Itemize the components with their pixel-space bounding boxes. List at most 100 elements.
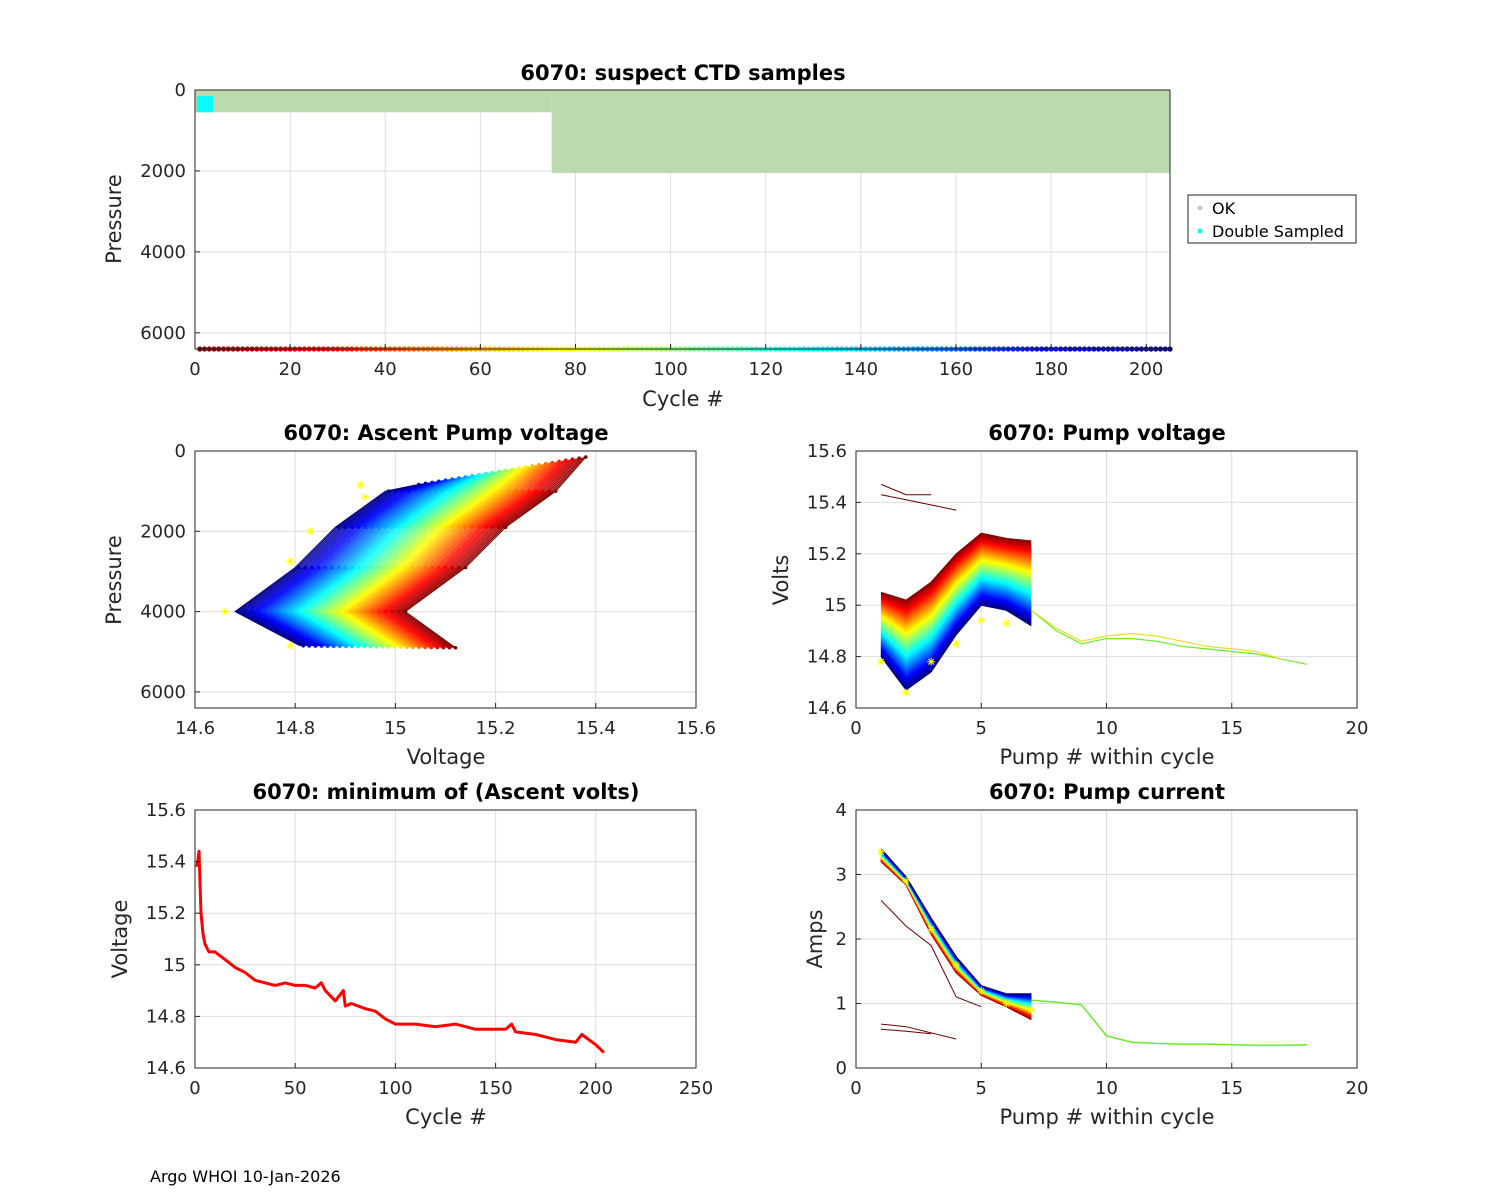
y-axis-label: Pressure — [102, 535, 126, 625]
pump-voltage-series — [880, 590, 1032, 674]
ascent-voltage-point — [356, 644, 360, 649]
y-tick-label: 4000 — [140, 602, 186, 623]
y-tick-label: 15.6 — [807, 441, 847, 462]
x-tick-label: 10 — [1095, 1078, 1118, 1099]
chart-minimum-ascent-volts: 6070: minimum of (Ascent volts) 0 50 100 15… — [108, 780, 713, 1129]
chart-title: 6070: Pump current — [989, 780, 1225, 804]
ascent-voltage-series — [285, 476, 468, 647]
pump-voltage-series — [880, 532, 1032, 601]
ascent-voltage-series — [270, 478, 453, 647]
pump-voltage-series — [880, 601, 1032, 687]
pump-voltage-series — [880, 537, 1032, 607]
pump-voltage-star-marker — [1002, 619, 1011, 628]
x-tick-label: 5 — [976, 718, 987, 739]
ascent-voltage-point — [307, 644, 312, 648]
ascent-voltage-point — [430, 480, 434, 485]
pump-voltage-series — [880, 594, 1032, 679]
plot-frame — [194, 89, 1171, 350]
pump-voltage-series — [880, 556, 1032, 631]
y-tick-label: 14.6 — [146, 1058, 186, 1079]
ascent-voltage-point — [374, 644, 379, 649]
pump-voltage-series — [880, 572, 1032, 651]
x-tick-label: 0 — [189, 1078, 200, 1099]
ascent-voltage-series — [312, 471, 495, 648]
y-tick-label: 0 — [175, 441, 186, 462]
x-tick-label: 140 — [844, 359, 878, 380]
ascent-voltage-point — [477, 472, 481, 477]
pump-voltage-series — [880, 546, 1032, 619]
ascent-voltage-series — [277, 477, 460, 647]
ascent-voltage-series — [349, 465, 532, 648]
pump-voltage-series — [880, 565, 1032, 643]
ascent-voltage-series — [321, 470, 503, 648]
x-tick-label: 200 — [579, 1078, 613, 1099]
ascent-voltage-series — [357, 464, 540, 648]
ascent-voltage-series — [402, 456, 585, 649]
pump-voltage-series — [880, 559, 1032, 635]
ascent-voltage-series — [342, 466, 525, 648]
ascent-voltage-point — [570, 457, 575, 462]
pump-voltage-series — [880, 568, 1032, 646]
legend-marker-double-sampled — [1197, 228, 1203, 234]
ascent-voltage-point — [392, 645, 397, 649]
x-tick-label: 60 — [469, 359, 492, 380]
y-tick-label: 14.8 — [807, 647, 847, 668]
ascent-voltage-series — [274, 478, 456, 647]
ascent-voltage-point — [443, 478, 448, 482]
pump-current-series — [880, 849, 1032, 997]
ascent-voltage-point — [503, 468, 508, 473]
chart-pump-current: 6070: Pump current 0 5 10 15 20 0 1 2 3 4 Pump # … — [803, 780, 1368, 1129]
x-tick-label: 250 — [679, 1078, 713, 1099]
pump-voltage-long-cycle — [1030, 609, 1308, 665]
ascent-voltage-point — [453, 645, 458, 650]
ascent-voltage-series — [234, 484, 416, 647]
pump-current-star-marker — [1027, 1005, 1036, 1014]
ascent-voltage-point — [429, 645, 433, 650]
ascent-voltage-point — [350, 644, 354, 649]
pump-voltage-series — [880, 569, 1032, 647]
y-tick-label: 2 — [836, 929, 847, 950]
ascent-star-marker — [286, 557, 295, 566]
ascent-voltage-point — [404, 645, 409, 649]
ascent-voltage-point — [483, 471, 488, 476]
ascent-voltage-series — [384, 459, 567, 648]
x-tick-label: 14.6 — [175, 718, 215, 739]
pump-voltage-series — [880, 562, 1032, 638]
x-tick-label: 15.2 — [476, 718, 516, 739]
ascent-voltage-series — [287, 475, 470, 647]
ascent-voltage-series — [364, 463, 547, 648]
x-axis-label: Cycle # — [405, 1105, 487, 1129]
ascent-voltage-series — [265, 479, 448, 647]
pump-voltage-series — [880, 557, 1032, 632]
x-axis-label: Pump # within cycle — [1000, 745, 1215, 769]
pump-voltage-series — [880, 603, 1032, 689]
ascent-voltage-series — [284, 476, 466, 647]
ok-samples-band — [195, 90, 552, 113]
ascent-voltage-series — [299, 473, 481, 647]
ascent-voltage-series — [289, 475, 471, 647]
pump-voltage-series — [880, 584, 1032, 666]
ascent-voltage-point — [331, 644, 336, 648]
pump-voltage-series — [880, 535, 1032, 605]
ascent-voltage-series — [264, 479, 446, 647]
pump-voltage-series — [880, 541, 1032, 613]
pump-voltage-series — [880, 534, 1032, 604]
ascent-voltage-series — [346, 466, 528, 648]
x-tick-label: 5 — [976, 1078, 987, 1099]
ascent-voltage-point — [423, 481, 428, 486]
footer-credit: Argo WHOI 10-Jan-2026 — [150, 1167, 341, 1186]
pump-voltage-series — [880, 550, 1032, 623]
ascent-voltage-series — [310, 472, 493, 648]
ascent-voltage-series — [319, 470, 501, 648]
pump-voltage-series — [880, 586, 1032, 668]
ascent-voltage-point — [557, 459, 561, 464]
ascent-voltage-series — [376, 461, 558, 648]
ascent-voltage-point — [380, 645, 385, 649]
ascent-voltage-point — [537, 462, 541, 467]
y-tick-label: 0 — [836, 1058, 847, 1079]
pump-voltage-series — [880, 573, 1032, 652]
ascent-voltage-point — [301, 643, 306, 648]
ascent-voltage-series — [290, 475, 473, 647]
chart-title: 6070: Pump voltage — [988, 421, 1226, 445]
pump-voltage-series — [880, 546, 1032, 618]
